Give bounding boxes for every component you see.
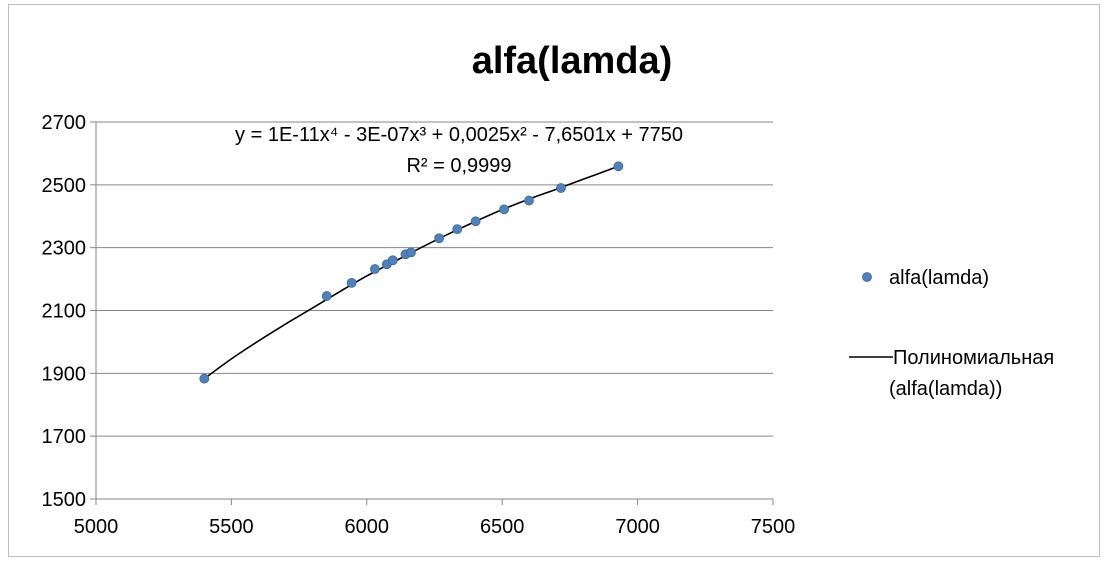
x-tick-label-7000: 7000 bbox=[615, 516, 660, 538]
data-point-5 bbox=[387, 255, 398, 266]
data-point-2 bbox=[346, 277, 357, 288]
y-tick-label-1900: 1900 bbox=[42, 363, 87, 385]
legend-label-alfa-lamda: alfa(lamda) bbox=[889, 267, 989, 289]
x-tick-label-7500: 7500 bbox=[751, 516, 796, 538]
chart-title: alfa(lamda) bbox=[472, 40, 673, 82]
trendline-curve bbox=[203, 165, 619, 380]
data-point-9 bbox=[452, 224, 463, 235]
data-point-13 bbox=[556, 183, 566, 193]
data-point-14 bbox=[613, 161, 624, 172]
legend-label-trendline-line2: (alfa(lamda)) bbox=[889, 378, 1002, 400]
trendline-equation: y = 1E-11x⁴ - 3E-07x³ + 0,0025x² - 7,650… bbox=[235, 124, 683, 146]
x-tick-label-5000: 5000 bbox=[74, 516, 119, 538]
point-layer bbox=[199, 161, 624, 384]
y-tick-label-2500: 2500 bbox=[42, 175, 87, 197]
y-tick-label-1700: 1700 bbox=[42, 426, 87, 448]
trend-layer bbox=[203, 165, 619, 380]
y-tick-label-2700: 2700 bbox=[42, 112, 87, 134]
x-tick-label-6000: 6000 bbox=[345, 516, 390, 538]
legend-label-trendline-line1: Полиномиальная bbox=[893, 347, 1054, 369]
data-point-11 bbox=[499, 204, 510, 215]
x-tick-label-5500: 5500 bbox=[209, 516, 254, 538]
y-tick-label-2100: 2100 bbox=[42, 301, 87, 323]
legend-marker-alfa-lamda bbox=[862, 272, 872, 282]
legend: alfa(lamda) Полиномиальная (alfa(lamda)) bbox=[849, 267, 1054, 400]
axis-layer bbox=[90, 121, 774, 505]
r-squared-label: R² = 0,9999 bbox=[406, 155, 511, 177]
y-tick-label-2300: 2300 bbox=[42, 238, 87, 260]
y-tick-label-1500: 1500 bbox=[42, 489, 87, 511]
data-point-3 bbox=[370, 264, 380, 274]
data-point-8 bbox=[434, 233, 445, 244]
data-point-10 bbox=[470, 216, 481, 227]
grid-layer bbox=[96, 121, 773, 437]
x-tick-label-6500: 6500 bbox=[480, 516, 525, 538]
tick-label-layer: 1500 1700 1900 2100 2300 2500 2700 5000 5500 6000… bbox=[42, 112, 796, 538]
chart-svg: 1500 1700 1900 2100 2300 2500 2700 5000 5500 6000… bbox=[42, 40, 1055, 538]
data-point-7 bbox=[406, 247, 416, 258]
chart-frame: 1500 1700 1900 2100 2300 2500 2700 5000 5500 6000… bbox=[8, 4, 1100, 557]
data-point-1 bbox=[321, 291, 332, 301]
data-point-0 bbox=[199, 373, 210, 384]
data-point-12 bbox=[524, 195, 534, 206]
